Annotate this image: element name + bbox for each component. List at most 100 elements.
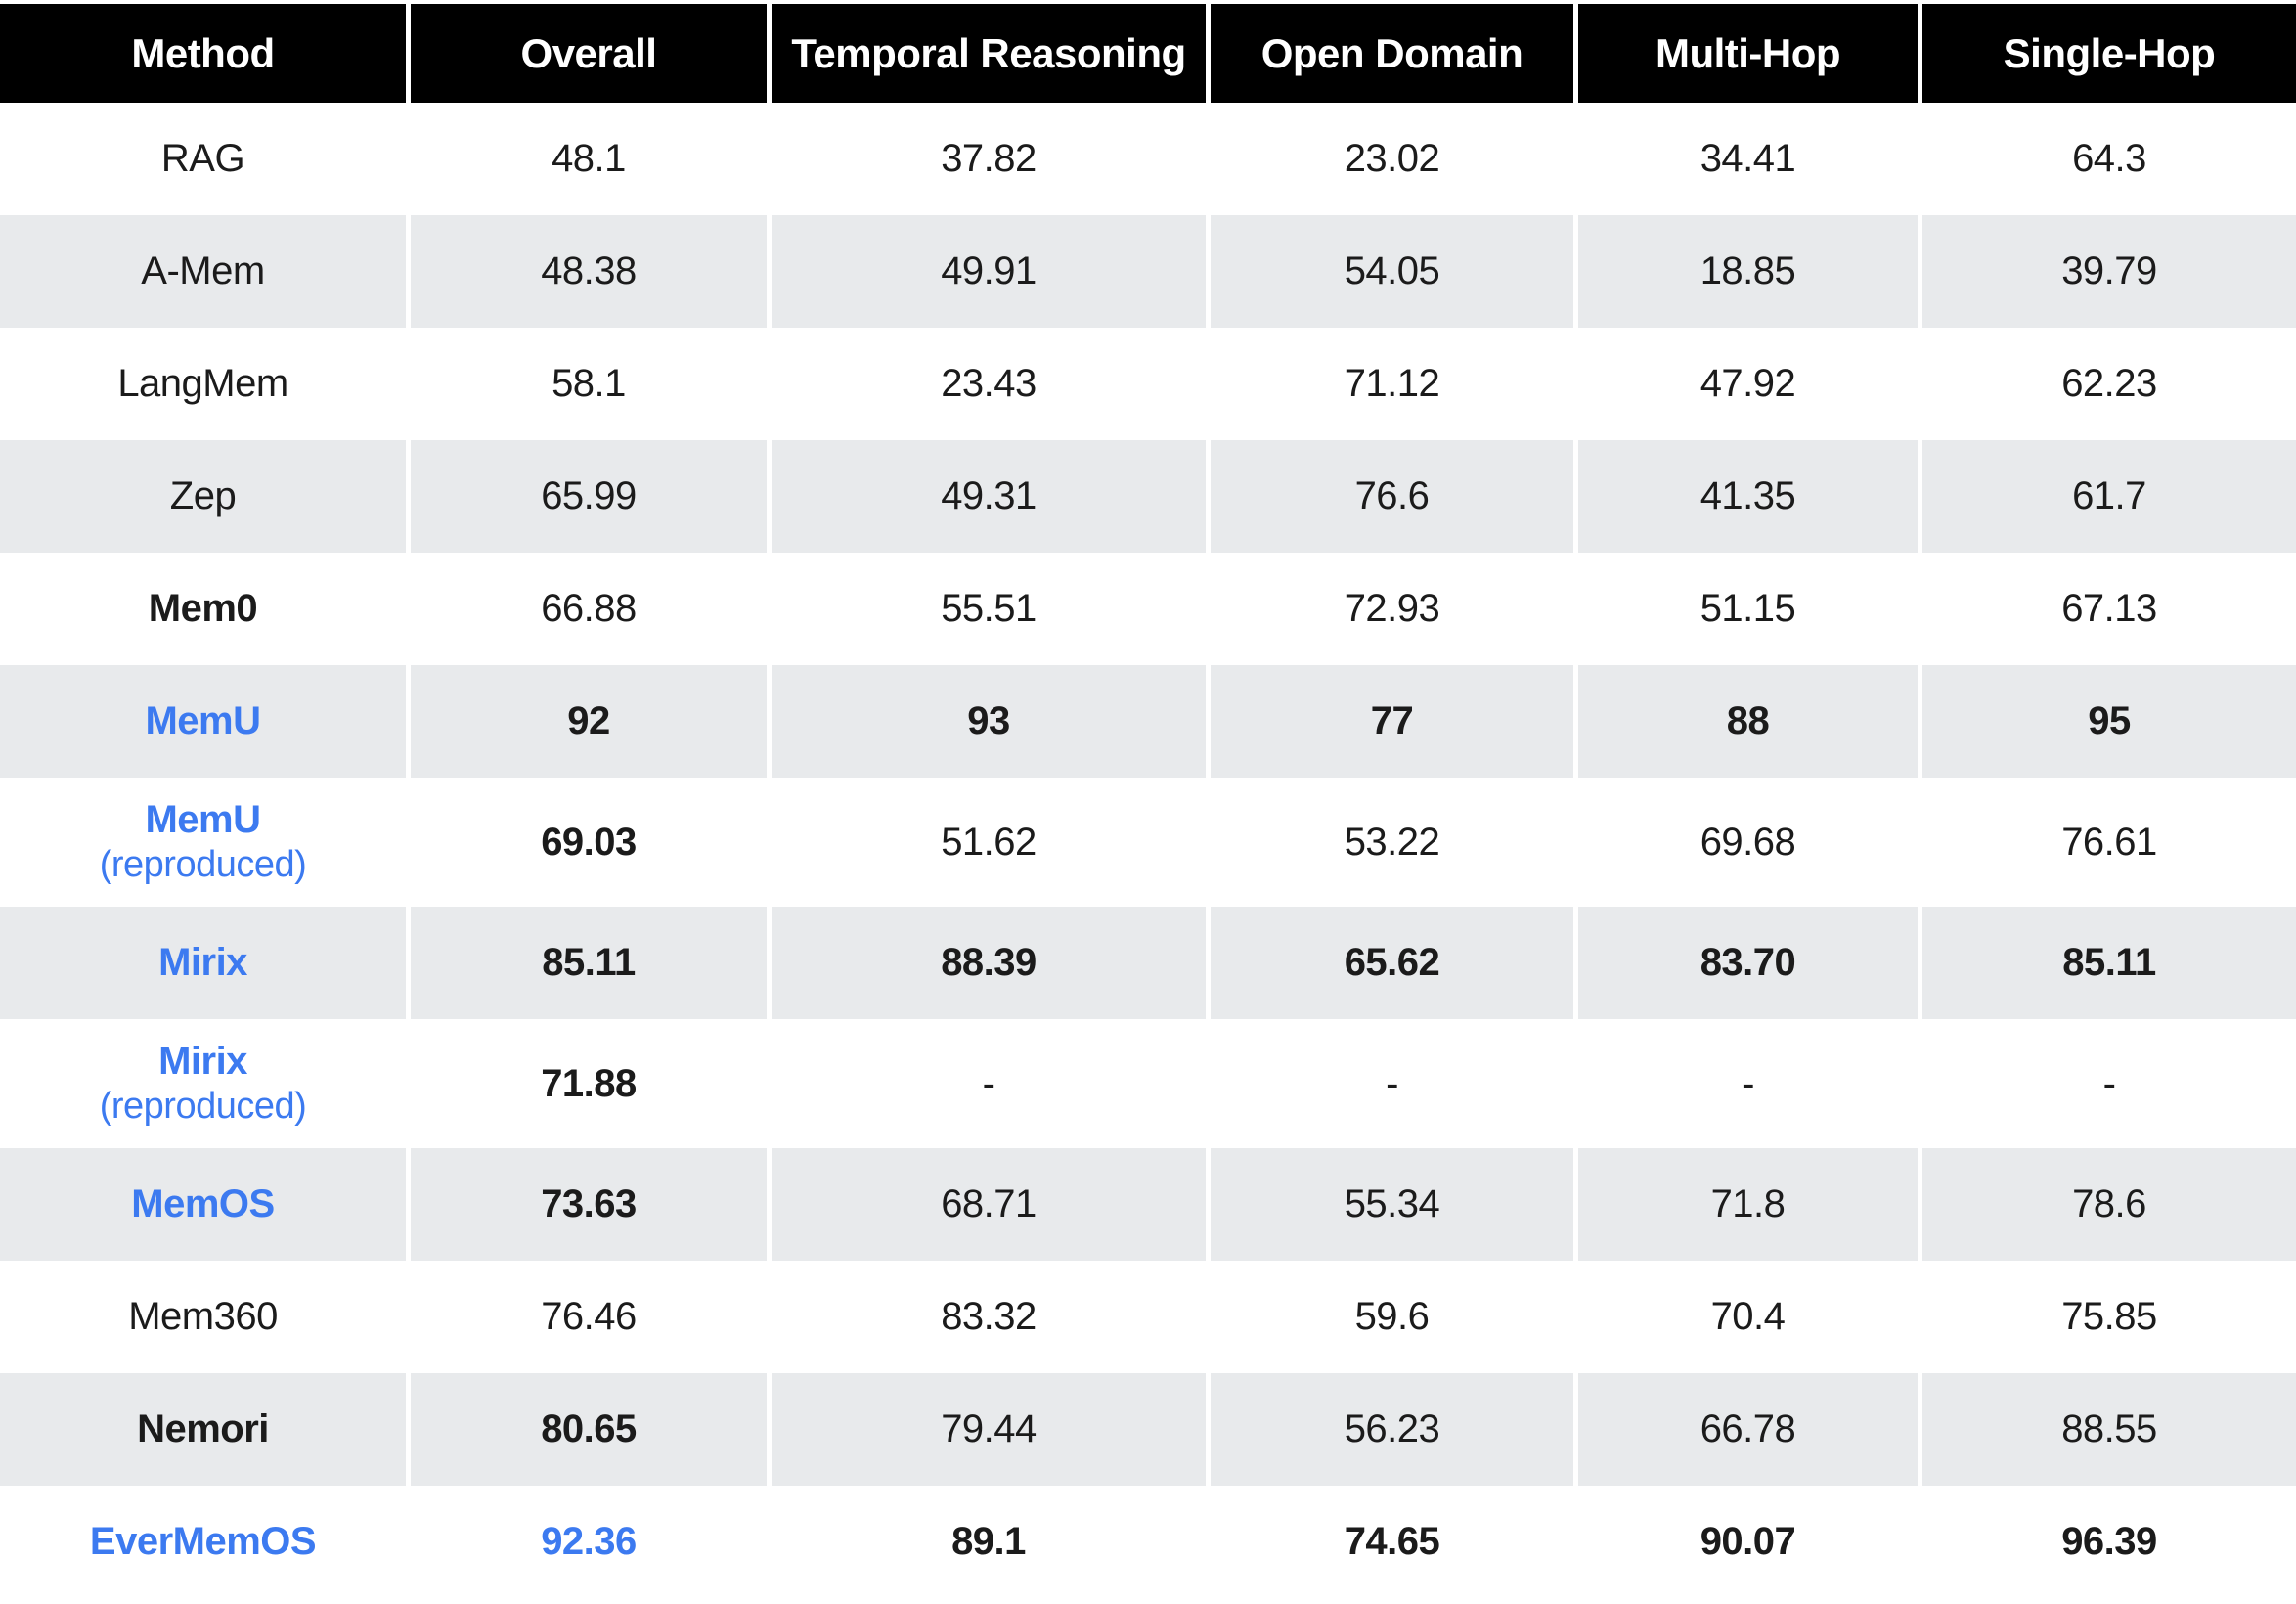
value-cell: 92: [411, 665, 767, 778]
value-cell: 66.78: [1578, 1373, 1918, 1486]
header-cell-multi-hop: Multi-Hop: [1578, 4, 1918, 103]
header-cell-open-domain: Open Domain: [1211, 4, 1573, 103]
value-cell: 67.13: [1922, 553, 2296, 665]
value-cell: 48.38: [411, 215, 767, 328]
value-cell: 96.39: [1922, 1486, 2296, 1598]
table-body: RAG 48.1 37.82 23.02 34.41 64.3 A-Mem 48.38 49.9…: [0, 103, 2296, 1598]
value-cell: 78.6: [1922, 1148, 2296, 1261]
value-cell: 23.43: [772, 328, 1206, 440]
method-label: Mirix: [158, 1040, 247, 1084]
table-row: MemU 92 93 77 88 95: [0, 665, 2296, 778]
value-cell: 90.07: [1578, 1486, 1918, 1598]
value-cell: -: [1211, 1019, 1573, 1148]
method-cell: A-Mem: [0, 215, 406, 328]
method-label: Nemori: [137, 1407, 269, 1451]
table-row: Zep 65.99 49.31 76.6 41.35 61.7: [0, 440, 2296, 553]
method-label: LangMem: [117, 362, 288, 406]
table-row: MemU (reproduced) 69.03 51.62 53.22 69.68 76.6…: [0, 778, 2296, 907]
value-cell: 55.34: [1211, 1148, 1573, 1261]
method-label: MemOS: [131, 1182, 275, 1226]
method-sub-label: (reproduced): [99, 844, 307, 886]
method-cell: Mem360: [0, 1261, 406, 1373]
value-cell: -: [772, 1019, 1206, 1148]
value-cell: 89.1: [772, 1486, 1206, 1598]
value-cell: 34.41: [1578, 103, 1918, 215]
method-cell: Nemori: [0, 1373, 406, 1486]
table-header-row: Method Overall Temporal Reasoning Open D…: [0, 4, 2296, 103]
method-label: Mirix: [158, 941, 247, 985]
table-row: RAG 48.1 37.82 23.02 34.41 64.3: [0, 103, 2296, 215]
value-cell: 47.92: [1578, 328, 1918, 440]
value-cell: -: [1578, 1019, 1918, 1148]
method-cell: EverMemOS: [0, 1486, 406, 1598]
value-cell: 80.65: [411, 1373, 767, 1486]
table-row: Mem360 76.46 83.32 59.6 70.4 75.85: [0, 1261, 2296, 1373]
value-cell: 51.15: [1578, 553, 1918, 665]
method-cell: Mirix: [0, 907, 406, 1019]
table-row: A-Mem 48.38 49.91 54.05 18.85 39.79: [0, 215, 2296, 328]
method-label: Zep: [169, 474, 237, 518]
value-cell: 93: [772, 665, 1206, 778]
table-row: Mem0 66.88 55.51 72.93 51.15 67.13: [0, 553, 2296, 665]
method-cell: Zep: [0, 440, 406, 553]
method-label: MemU: [145, 798, 261, 842]
value-cell: 70.4: [1578, 1261, 1918, 1373]
method-label: Mem0: [148, 587, 258, 631]
method-sub-label: (reproduced): [99, 1086, 307, 1128]
header-cell-method: Method: [0, 4, 406, 103]
header-cell-single-hop: Single-Hop: [1922, 4, 2296, 103]
value-cell: 59.6: [1211, 1261, 1573, 1373]
header-cell-overall: Overall: [411, 4, 767, 103]
value-cell: 83.70: [1578, 907, 1918, 1019]
value-cell: 69.68: [1578, 778, 1918, 907]
method-cell: MemU: [0, 665, 406, 778]
value-cell: 73.63: [411, 1148, 767, 1261]
value-cell: 18.85: [1578, 215, 1918, 328]
value-cell: 49.31: [772, 440, 1206, 553]
value-cell: 74.65: [1211, 1486, 1573, 1598]
method-cell: Mem0: [0, 553, 406, 665]
table-row: Nemori 80.65 79.44 56.23 66.78 88.55: [0, 1373, 2296, 1486]
value-cell: 64.3: [1922, 103, 2296, 215]
value-cell: 95: [1922, 665, 2296, 778]
method-label: RAG: [160, 137, 245, 181]
value-cell: 41.35: [1578, 440, 1918, 553]
method-label: A-Mem: [141, 249, 265, 293]
value-cell: 69.03: [411, 778, 767, 907]
method-cell: LangMem: [0, 328, 406, 440]
value-cell: 76.6: [1211, 440, 1573, 553]
table-row: LangMem 58.1 23.43 71.12 47.92 62.23: [0, 328, 2296, 440]
method-label: EverMemOS: [89, 1520, 317, 1564]
value-cell: 71.12: [1211, 328, 1573, 440]
method-cell: RAG: [0, 103, 406, 215]
value-cell: 49.91: [772, 215, 1206, 328]
value-cell: 68.71: [772, 1148, 1206, 1261]
value-cell: 37.82: [772, 103, 1206, 215]
table-row: MemOS 73.63 68.71 55.34 71.8 78.6: [0, 1148, 2296, 1261]
value-cell: 65.62: [1211, 907, 1573, 1019]
method-label: Mem360: [128, 1295, 278, 1339]
value-cell: 62.23: [1922, 328, 2296, 440]
value-cell: 23.02: [1211, 103, 1573, 215]
value-cell: 75.85: [1922, 1261, 2296, 1373]
value-cell: 65.99: [411, 440, 767, 553]
value-cell: 77: [1211, 665, 1573, 778]
value-cell: 76.61: [1922, 778, 2296, 907]
value-cell: 92.36: [411, 1486, 767, 1598]
method-cell: Mirix (reproduced): [0, 1019, 406, 1148]
method-cell: MemOS: [0, 1148, 406, 1261]
table-row: EverMemOS 92.36 89.1 74.65 90.07 96.39: [0, 1486, 2296, 1598]
value-cell: 56.23: [1211, 1373, 1573, 1486]
value-cell: -: [1922, 1019, 2296, 1148]
value-cell: 71.88: [411, 1019, 767, 1148]
value-cell: 85.11: [411, 907, 767, 1019]
value-cell: 55.51: [772, 553, 1206, 665]
value-cell: 48.1: [411, 103, 767, 215]
value-cell: 72.93: [1211, 553, 1573, 665]
value-cell: 51.62: [772, 778, 1206, 907]
value-cell: 71.8: [1578, 1148, 1918, 1261]
value-cell: 88: [1578, 665, 1918, 778]
method-cell: MemU (reproduced): [0, 778, 406, 907]
value-cell: 85.11: [1922, 907, 2296, 1019]
value-cell: 88.39: [772, 907, 1206, 1019]
